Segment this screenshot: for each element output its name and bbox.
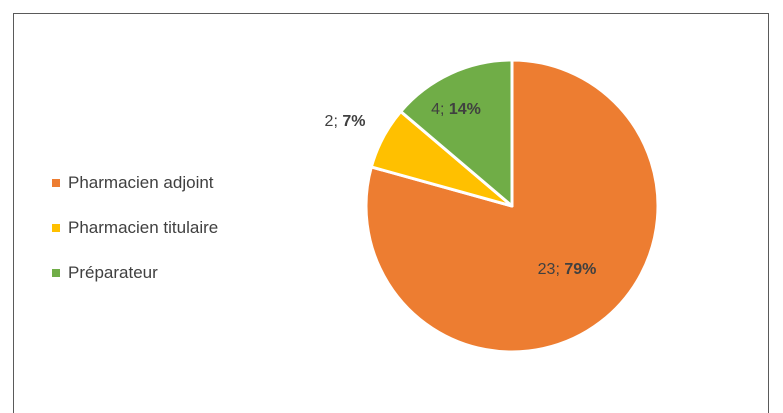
data-label-pharmacien-titulaire: 2; 7% — [325, 113, 366, 130]
legend-swatch — [52, 178, 60, 187]
legend-swatch — [52, 223, 60, 232]
legend-label: Préparateur — [68, 262, 158, 282]
legend-item-preparateur: Préparateur — [52, 261, 218, 284]
legend-label: Pharmacien titulaire — [68, 217, 219, 237]
legend-item-pharmacien-adjoint: Pharmacien adjoint — [52, 171, 218, 194]
legend-swatch — [52, 268, 60, 277]
data-label-pharmacien-adjoint: 23; 79% — [538, 261, 597, 278]
legend-item-pharmacien-titulaire: Pharmacien titulaire — [52, 216, 218, 239]
legend-label: Pharmacien adjoint — [68, 172, 214, 192]
pie-slice-preparateur — [399, 58, 514, 208]
data-label-preparateur: 4; 14% — [431, 101, 481, 118]
chart-legend: Pharmacien adjoint Pharmacien titulaire … — [52, 171, 218, 306]
